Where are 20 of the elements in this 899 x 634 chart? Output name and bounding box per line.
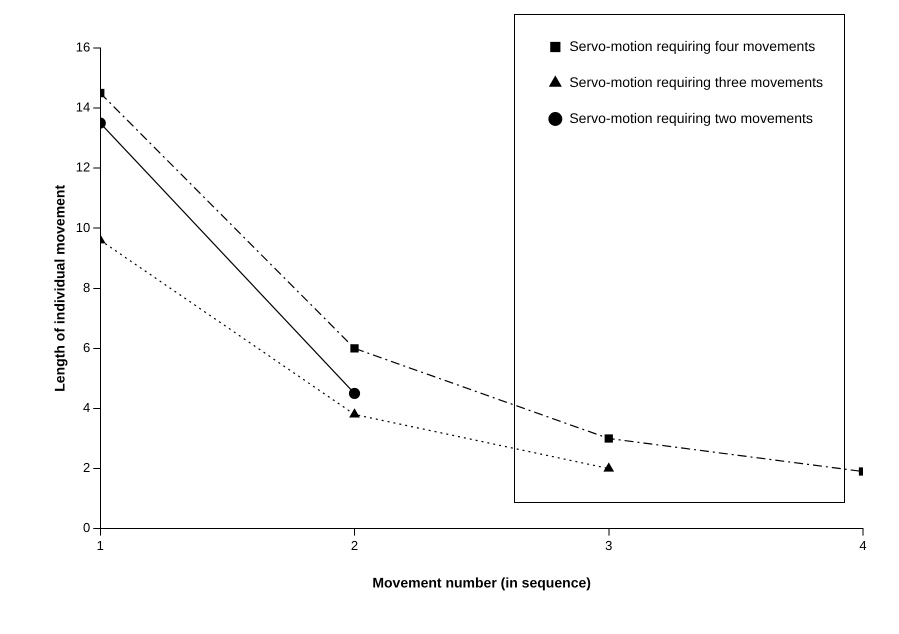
x-tick-label: 1 [96, 538, 104, 553]
y-axis-title: Length of individual movement [51, 184, 68, 392]
x-tick-label: 4 [859, 538, 867, 553]
y-tick-label: 16 [76, 40, 90, 55]
y-tick-label: 0 [83, 520, 90, 536]
legend-label: Servo-motion requiring four movements [569, 38, 816, 54]
y-tick-label: 2 [83, 460, 90, 476]
x-tick-label: 2 [350, 538, 358, 553]
x-axis-title: Movement number (in sequence) [372, 574, 591, 590]
y-tick-label: 4 [83, 400, 90, 416]
legend-label: Servo-motion requiring three movements [569, 74, 824, 90]
point [350, 408, 360, 418]
y-tick-label: 6 [83, 340, 90, 355]
y-tick-label: 8 [83, 280, 90, 295]
legend-label: Servo-motion requiring two movements [569, 110, 813, 126]
y-tick-label: 14 [76, 100, 90, 115]
y-tick-label: 10 [76, 220, 90, 235]
y-tick-label: 12 [76, 160, 90, 175]
x-tick-label: 3 [605, 538, 612, 553]
point [604, 462, 614, 472]
